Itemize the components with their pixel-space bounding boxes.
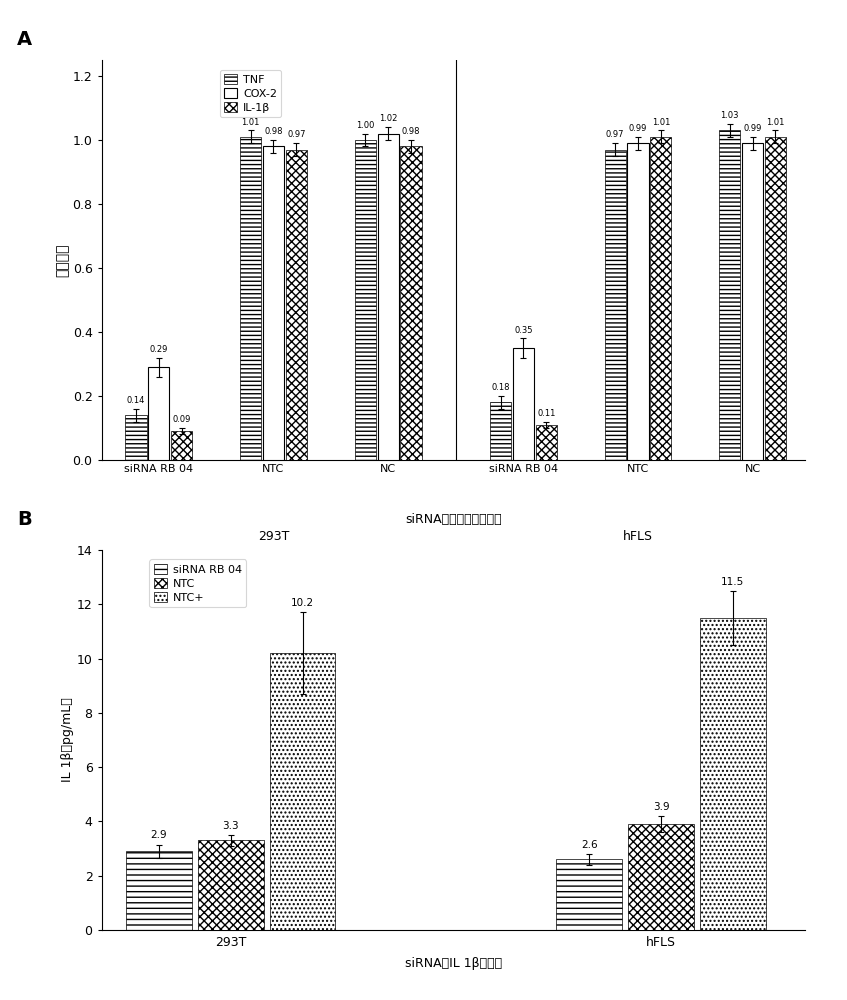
Text: 0.35: 0.35 [514,326,533,335]
Bar [148,367,169,460]
Bar [285,150,307,460]
Text: 1.03: 1.03 [721,111,739,120]
Text: 293T: 293T [257,530,289,543]
Text: 0.99: 0.99 [744,124,761,133]
Bar [719,130,740,460]
Bar [197,840,263,930]
Bar [536,425,556,460]
Legend: TNF, COX-2, IL-1β: TNF, COX-2, IL-1β [219,70,281,117]
Text: 1.01: 1.01 [241,118,260,127]
Bar [263,146,284,460]
Bar [700,618,766,930]
Bar [490,402,511,460]
Y-axis label: IL 1β（pg/mL）: IL 1β（pg/mL） [61,698,74,782]
Text: 1.01: 1.01 [767,118,784,127]
Text: B: B [17,510,31,529]
Bar [126,851,192,930]
Bar [125,415,147,460]
Text: 0.29: 0.29 [150,345,168,354]
Text: 1.02: 1.02 [379,114,397,123]
Text: 3.3: 3.3 [223,821,239,831]
Text: 1.01: 1.01 [651,118,670,127]
Bar [171,431,192,460]
Text: 0.98: 0.98 [264,127,283,136]
X-axis label: siRNA对IL 1β的影响: siRNA对IL 1β的影响 [405,957,501,970]
Legend: siRNA RB 04, NTC, NTC+: siRNA RB 04, NTC, NTC+ [149,559,246,607]
Text: 10.2: 10.2 [291,598,314,608]
Text: hFLS: hFLS [623,530,653,543]
Bar [628,143,649,460]
Text: 0.99: 0.99 [628,124,647,133]
Text: 11.5: 11.5 [722,577,745,587]
Text: 2.9: 2.9 [151,830,168,840]
Bar [556,859,623,930]
Text: 0.11: 0.11 [537,409,556,418]
Text: 3.9: 3.9 [653,802,669,812]
Bar [628,824,695,930]
X-axis label: siRNA降低炎症因子表达: siRNA降低炎症因子表达 [405,513,501,526]
Text: 0.97: 0.97 [606,130,624,139]
Bar [605,150,626,460]
Text: 1.00: 1.00 [356,121,374,130]
Bar [269,653,335,930]
Bar [765,137,786,460]
Text: 0.98: 0.98 [401,127,420,136]
Bar [240,137,261,460]
Bar [742,143,763,460]
Text: A: A [17,30,32,49]
Bar [378,134,399,460]
Bar [401,146,422,460]
Y-axis label: 表达水平: 表达水平 [56,243,69,277]
Text: 0.18: 0.18 [491,383,510,392]
Text: 2.6: 2.6 [581,840,598,850]
Text: 0.09: 0.09 [173,415,191,424]
Bar [355,140,376,460]
Text: 0.97: 0.97 [287,130,306,139]
Bar [513,348,534,460]
Bar [650,137,672,460]
Text: 0.14: 0.14 [127,396,145,405]
